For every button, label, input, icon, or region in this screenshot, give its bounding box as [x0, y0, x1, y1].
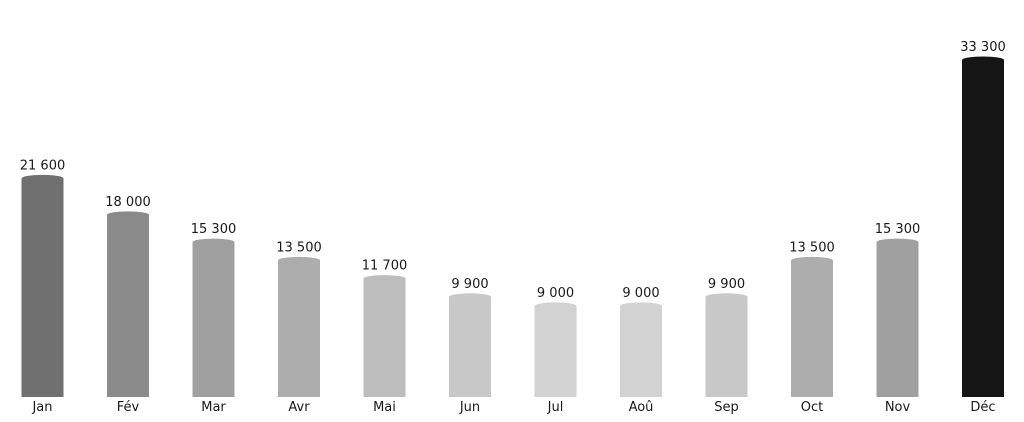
- value-label-nov: 15 300: [875, 222, 921, 237]
- x-tick-label-déc: Déc: [970, 400, 995, 415]
- bar-cap: [363, 275, 406, 283]
- bar-sep: [705, 293, 748, 397]
- bars-group: [21, 56, 1004, 397]
- bar-mai: [363, 275, 406, 397]
- bar-cap: [791, 256, 833, 264]
- value-label-aoû: 9 000: [622, 286, 659, 301]
- value-label-oct: 13 500: [789, 240, 835, 255]
- bar-mar: [192, 238, 235, 397]
- value-label-sep: 9 900: [708, 277, 745, 292]
- bar-cap: [107, 211, 149, 219]
- bar-fév: [107, 211, 149, 397]
- value-label-mai: 11 700: [362, 259, 408, 274]
- bar-body: [278, 260, 320, 397]
- value-label-mar: 15 300: [191, 222, 237, 237]
- value-label-jul: 9 000: [537, 286, 574, 301]
- bar-cap: [620, 302, 662, 310]
- bar-body: [962, 60, 1004, 397]
- x-tick-label-nov: Nov: [885, 400, 911, 415]
- bar-body: [876, 242, 919, 397]
- x-tick-label-avr: Avr: [288, 400, 310, 415]
- bar-body: [107, 214, 149, 397]
- value-label-déc: 33 300: [960, 40, 1006, 55]
- bar-cap: [21, 174, 64, 182]
- bar-oct: [791, 256, 833, 397]
- x-tick-label-oct: Oct: [801, 400, 823, 415]
- bar-body: [449, 296, 491, 397]
- bar-body: [620, 305, 662, 397]
- bar-cap: [876, 238, 919, 246]
- bar-jan: [21, 174, 64, 397]
- bar-body: [21, 178, 64, 397]
- bar-cap: [962, 56, 1004, 64]
- bar-cap: [278, 256, 320, 264]
- bar-body: [705, 296, 748, 397]
- x-tick-label-jul: Jul: [547, 400, 564, 415]
- x-tick-label-jun: Jun: [459, 400, 480, 415]
- bar-avr: [278, 256, 320, 397]
- value-label-avr: 13 500: [276, 240, 322, 255]
- value-label-jun: 9 900: [451, 277, 488, 292]
- bar-body: [192, 242, 235, 397]
- bar-nov: [876, 238, 919, 397]
- bar-aoû: [620, 302, 662, 397]
- bar-cap: [705, 293, 748, 301]
- bar-body: [791, 260, 833, 397]
- x-tick-label-fév: Fév: [117, 400, 140, 415]
- x-tick-label-aoû: Aoû: [629, 400, 654, 415]
- bar-body: [363, 278, 406, 397]
- x-tick-label-jan: Jan: [31, 400, 52, 415]
- value-labels-group: 21 600 18 000 15 300 13 500 11 700 9 900 9 000…: [20, 40, 1006, 301]
- x-tick-label-sep: Sep: [714, 400, 739, 415]
- value-label-fév: 18 000: [105, 195, 151, 210]
- bar-déc: [962, 56, 1004, 397]
- x-axis-tick-labels: Jan Fév Mar Avr Mai Jun Jul Aoû Sep Oct Nov Déc: [31, 400, 995, 415]
- value-label-jan: 21 600: [20, 158, 66, 173]
- x-tick-label-mar: Mar: [201, 400, 226, 415]
- bar-cap: [192, 238, 235, 246]
- x-tick-label-mai: Mai: [373, 400, 396, 415]
- bar-jun: [449, 293, 491, 397]
- bar-cap: [449, 293, 491, 301]
- bar-cap: [534, 302, 577, 310]
- bar-jul: [534, 302, 577, 397]
- bar-body: [534, 305, 577, 397]
